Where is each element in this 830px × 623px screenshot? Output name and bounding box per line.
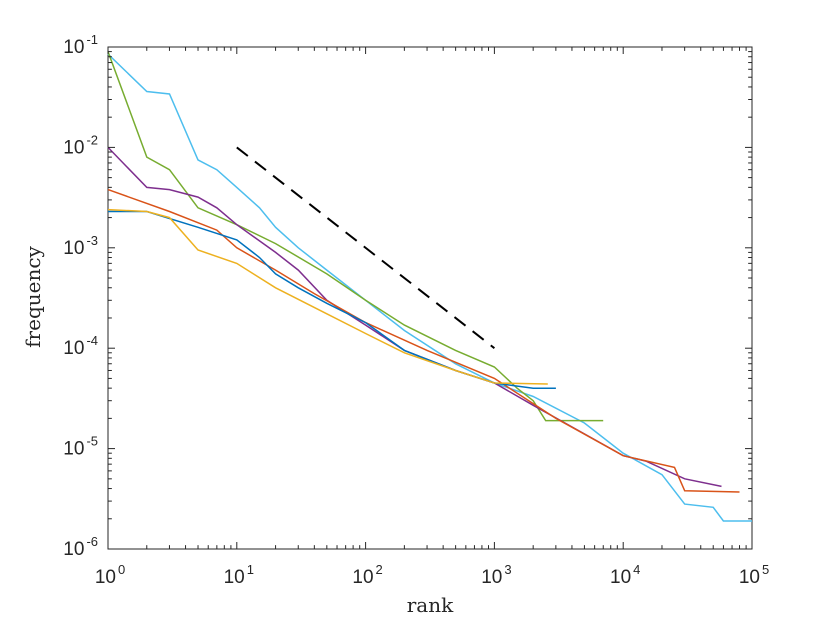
series-line-yellow <box>107 208 548 385</box>
y-tick-label: 10 -4 <box>63 333 98 359</box>
y-tick-label: 10 -6 <box>63 534 98 560</box>
x-tick-label: 10 5 <box>739 562 769 588</box>
x-tick-label: 10 4 <box>610 562 640 588</box>
series-line-green <box>107 51 604 422</box>
y-axis-label: frequency <box>21 245 45 347</box>
y-tick-label: 10 -3 <box>63 233 98 259</box>
x-axis-label: rank <box>407 593 454 617</box>
x-tick-labels: 10 0 10 1 10 2 10 3 10 4 10 5 <box>95 562 769 588</box>
y-tick-label: 10 -5 <box>63 434 98 460</box>
series-line-cyan <box>107 53 752 522</box>
y-tick-labels: 10-6 10-5 10-4 10-3 10-2 10-1 <box>63 32 98 560</box>
x-tick-label: 10 0 <box>95 562 125 588</box>
x-tick-label: 10 3 <box>481 562 511 588</box>
series-layer <box>107 51 752 522</box>
y-tick-label: 10 -1 <box>63 32 98 58</box>
x-tick-label: 10 1 <box>224 562 254 588</box>
series-line-reference-slope-1 <box>236 146 496 349</box>
axis-ticks <box>107 46 753 550</box>
x-tick-label: 10 2 <box>352 562 382 588</box>
plot-frame <box>107 46 753 550</box>
y-tick-label: 10 -2 <box>63 132 98 158</box>
plot-area-frame <box>107 46 753 550</box>
series-line-red <box>107 188 740 493</box>
